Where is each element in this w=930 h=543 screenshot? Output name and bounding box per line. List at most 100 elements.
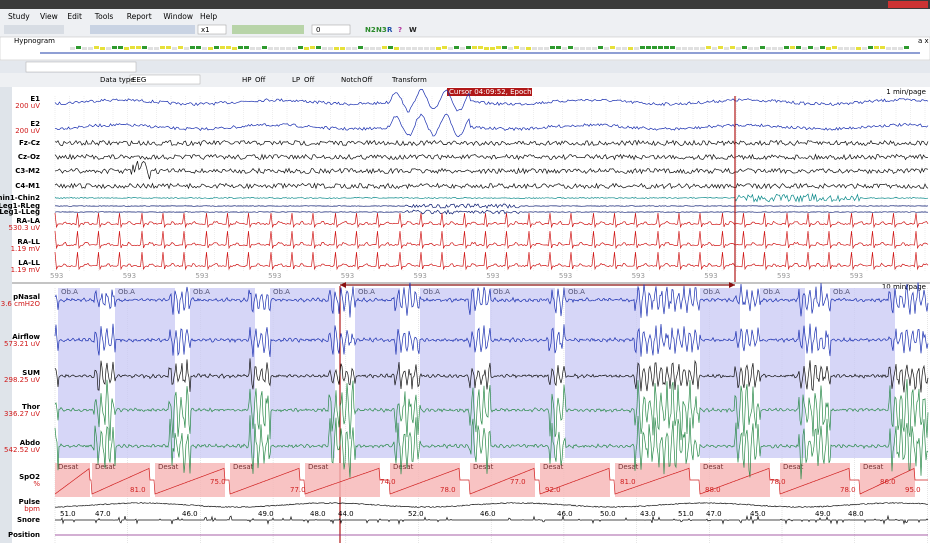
desat-event[interactable] [305,463,380,497]
counter-box[interactable] [311,24,351,35]
desat-event[interactable] [780,463,850,497]
menu-item[interactable]: Report [127,12,152,21]
apnea-event[interactable] [830,288,895,458]
hypno-seg [370,47,375,50]
zoom-box[interactable] [197,24,227,35]
apnea-event[interactable] [760,288,805,458]
epoch-label: 593 [850,272,863,280]
desat-label: Desat [393,463,414,471]
apnea-event[interactable] [58,288,100,458]
apnea-label: Ob.A [763,288,780,296]
apnea-label: Ob.A [193,288,210,296]
nav-icons[interactable] [90,25,195,34]
spo2-value: 81.0 [130,486,146,494]
apnea-label: Ob.A [568,288,585,296]
epoch-label: 593 [195,272,208,280]
epoch-label: 593 [777,272,790,280]
signal [54,113,929,138]
tool-icons[interactable] [232,25,304,34]
desat-label: Desat [618,463,639,471]
apnea-event[interactable] [565,288,640,458]
hypno-seg [100,47,105,50]
menu-item[interactable]: Help [200,12,217,21]
filter-transform: Transform [391,76,427,84]
stage-button[interactable]: W [409,26,417,34]
desat-event[interactable] [92,463,150,497]
desat-event[interactable] [470,463,535,497]
hypno-seg [256,47,261,50]
channel-name: RA-LL [17,238,40,246]
menu-item[interactable]: Edit [67,12,82,21]
hypno-seg [226,46,231,49]
desat-event[interactable] [230,463,300,497]
channel-scale: 530.3 uV [9,224,41,232]
channel-name: Airflow [12,333,40,341]
zoom-value: x1 [201,26,210,34]
channel-scale: 1.19 mV [11,266,41,274]
hypno-seg [202,47,207,50]
hypnogram-close[interactable]: a x [918,37,929,45]
hypno-seg [448,47,453,50]
signal [54,502,929,508]
window-controls[interactable] [888,1,928,8]
menu-item[interactable]: Window [163,12,193,21]
hypno-seg [244,46,249,49]
apnea-event[interactable] [490,288,555,458]
signal [54,282,929,318]
menu-item[interactable]: Tools [94,12,114,21]
pulse-value: 48.0 [310,510,326,518]
stage-button[interactable]: N2 [365,26,376,34]
type-select[interactable] [129,74,201,85]
file-icons[interactable] [4,25,64,34]
hypno-seg [700,47,705,50]
hypno-seg [562,47,567,50]
top-page: 1 min/page [886,88,926,96]
hypno-seg [784,46,789,49]
apnea-event[interactable] [420,288,475,458]
title-bar [0,0,930,9]
signal [54,192,929,204]
hypno-seg [712,47,717,50]
apnea-event[interactable] [355,288,400,458]
desat-event[interactable] [615,463,690,497]
apnea-event[interactable] [270,288,335,458]
desat-event[interactable] [860,463,915,497]
stage-button[interactable]: N3 [376,26,387,34]
signal [54,378,929,441]
hypno-seg [220,46,225,49]
menu-item[interactable]: Study [8,12,30,21]
pulse-value: 51.0 [678,510,694,518]
side-tabs [0,87,12,543]
hypno-seg [568,46,573,49]
hypno-seg [406,47,411,50]
channel-name: Thor [22,403,41,411]
hypno-seg [190,46,195,49]
hypno-seg [832,46,837,49]
stage-button[interactable]: R [387,26,393,34]
apnea-event[interactable] [700,288,740,458]
epoch-label: 593 [486,272,499,280]
signal [54,212,929,229]
pulse-value: 47.0 [95,510,111,518]
hypno-seg [502,46,507,49]
hypno-seg [454,46,459,49]
hypno-seg [868,46,873,49]
pulse-value: 52.0 [408,510,424,518]
desat-event[interactable] [700,463,770,497]
signal [54,153,929,161]
apnea-event[interactable] [190,288,255,458]
stage-button[interactable]: ? [398,26,402,34]
pulse-value: 47.0 [706,510,722,518]
signal [54,358,929,393]
apnea-event[interactable] [115,288,175,458]
hypno-seg [460,47,465,50]
desat-event[interactable] [55,463,90,497]
menu-item[interactable]: View [40,12,58,21]
hypno-seg [88,47,93,50]
channel-name: C3-M2 [15,167,40,175]
hypno-seg [232,47,237,50]
desat-event[interactable] [540,463,610,497]
tab[interactable] [25,61,137,73]
hypno-seg [526,47,531,50]
